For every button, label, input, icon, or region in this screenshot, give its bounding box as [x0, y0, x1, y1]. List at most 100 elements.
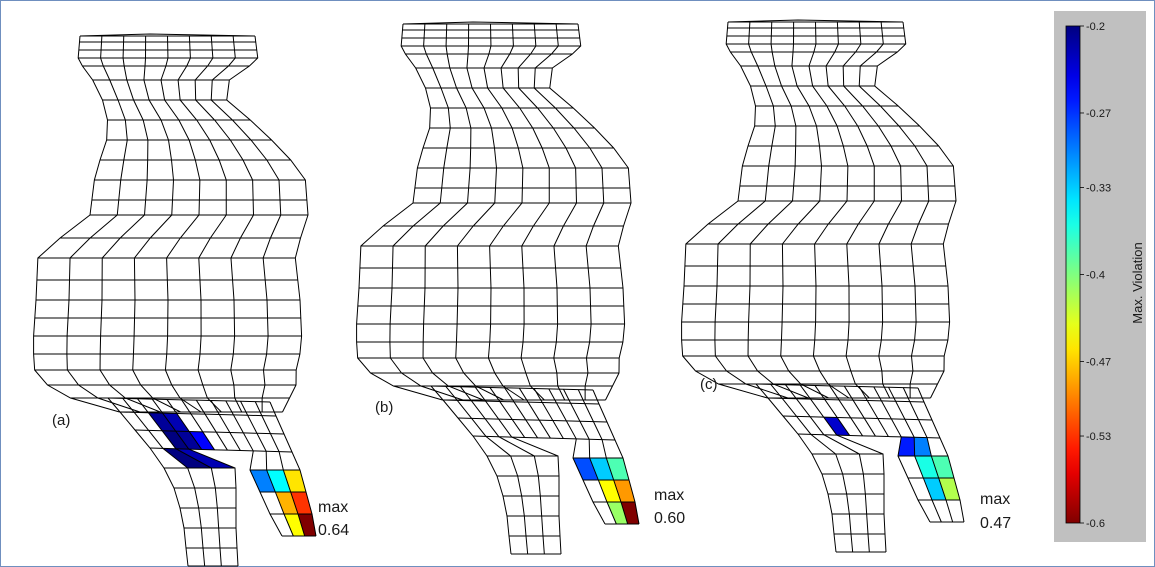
- mesh-line: [430, 385, 594, 391]
- mesh-line: [134, 429, 285, 435]
- mesh-line: [137, 398, 222, 567]
- colorbar-title: Max. Violation: [1130, 242, 1145, 323]
- colorbar-tick-label: -0.2: [1086, 21, 1105, 33]
- mesh-line: [518, 387, 551, 439]
- mesh-line: [195, 399, 228, 451]
- panel-b-mesh: [356, 21, 640, 555]
- violation-cell: [250, 470, 276, 492]
- mesh-line: [843, 385, 876, 437]
- mesh-line: [181, 399, 215, 451]
- mesh-line: [727, 19, 904, 23]
- mesh-line: [402, 21, 579, 25]
- panel-c: (c) max 0.47: [681, 19, 1011, 553]
- mesh-line: [457, 417, 608, 423]
- colorbar-tick-label: -0.53: [1086, 431, 1111, 443]
- colorbar: -0.2 -0.27 -0.33 -0.4 -0.47 -0.53 -0.6 Max. Vi…: [1054, 11, 1146, 542]
- mesh-line: [814, 385, 851, 436]
- panel-c-violation-cells: [823, 417, 960, 500]
- panel-c-mesh: [681, 19, 965, 553]
- colorbar-ticks: -0.2 -0.27 -0.33 -0.4 -0.47 -0.53 -0.6: [1080, 21, 1111, 530]
- mesh-line: [829, 385, 863, 437]
- mesh-line: [755, 383, 919, 389]
- violation-cell: [175, 431, 202, 450]
- violation-cell: [914, 437, 932, 456]
- mesh-line: [548, 388, 606, 525]
- violation-cell: [162, 413, 190, 432]
- mesh-line: [422, 23, 484, 401]
- mesh-line: [151, 398, 239, 567]
- mesh-line: [874, 21, 957, 399]
- mesh-line: [917, 387, 965, 523]
- violation-cell: [175, 448, 235, 468]
- mesh-line: [873, 386, 931, 523]
- mesh-line: [389, 23, 464, 401]
- violation-cell: [621, 502, 639, 524]
- panel-c-label: (c): [700, 376, 718, 393]
- panel-a-max-value: 0.64: [318, 522, 349, 539]
- mesh-line: [504, 387, 538, 439]
- mesh-line: [122, 398, 206, 567]
- violation-cell: [162, 448, 212, 468]
- colorbar-tick-label: -0.47: [1086, 356, 1111, 368]
- mesh-line: [902, 387, 954, 523]
- mesh-line: [755, 383, 837, 553]
- panel-b-violation-cells: [573, 458, 639, 524]
- mesh-line: [782, 415, 933, 421]
- colorbar-tick-label: -0.4: [1086, 270, 1105, 282]
- violation-cell: [298, 514, 316, 536]
- mesh-line: [33, 35, 120, 413]
- mesh-line: [79, 33, 256, 37]
- violation-cell: [823, 417, 850, 436]
- mesh-line: [592, 389, 640, 525]
- mesh-line: [770, 384, 854, 553]
- violation-cell: [162, 430, 189, 450]
- mesh-line: [780, 21, 829, 399]
- mesh-line: [356, 23, 443, 401]
- mesh-line: [66, 35, 141, 413]
- mesh-line: [210, 400, 241, 451]
- mesh-line: [460, 386, 545, 555]
- mesh-line: [500, 23, 550, 401]
- mesh-line: [107, 397, 189, 567]
- mesh-line: [455, 23, 504, 401]
- panel-a-max-label: max: [318, 499, 348, 516]
- panel-b-max-value: 0.60: [654, 510, 685, 527]
- mesh-line: [483, 23, 525, 401]
- mesh-line: [808, 21, 850, 399]
- mesh-line: [747, 21, 809, 399]
- colorbar-gradient: [1065, 25, 1081, 524]
- violation-cell: [898, 436, 915, 456]
- colorbar-tick-label: -0.27: [1086, 108, 1111, 120]
- mesh-line: [785, 384, 870, 553]
- mesh-line: [563, 389, 617, 525]
- mesh-line: [533, 23, 605, 400]
- mesh-line: [210, 35, 282, 412]
- mesh-line: [132, 35, 181, 413]
- mesh-line: [825, 21, 875, 399]
- violation-cell: [613, 480, 635, 502]
- mesh-line: [681, 21, 768, 399]
- mesh-line: [858, 21, 930, 398]
- colorbar-tick-label: -0.33: [1086, 183, 1111, 195]
- panel-a-mesh: [33, 33, 317, 567]
- panel-a: (a) max 0.64: [33, 33, 349, 567]
- violation-cell: [938, 478, 960, 500]
- mesh-line: [177, 35, 227, 413]
- panel-c-max-value: 0.47: [980, 515, 1011, 532]
- mesh-line: [489, 387, 526, 438]
- mesh-line: [430, 385, 512, 555]
- mesh-line: [166, 399, 203, 450]
- violation-cell: [573, 458, 599, 480]
- panel-b: (b) max 0.60: [356, 21, 685, 555]
- panel-b-label: (b): [375, 399, 393, 416]
- mesh-line: [472, 435, 616, 441]
- mesh-line: [445, 386, 529, 555]
- mesh-line: [225, 400, 283, 537]
- mesh-line: [858, 386, 889, 437]
- mesh-line: [517, 23, 578, 401]
- mesh-line: [888, 387, 942, 523]
- panel-b-max-label: max: [654, 487, 684, 504]
- panel-c-max-label: max: [980, 491, 1010, 508]
